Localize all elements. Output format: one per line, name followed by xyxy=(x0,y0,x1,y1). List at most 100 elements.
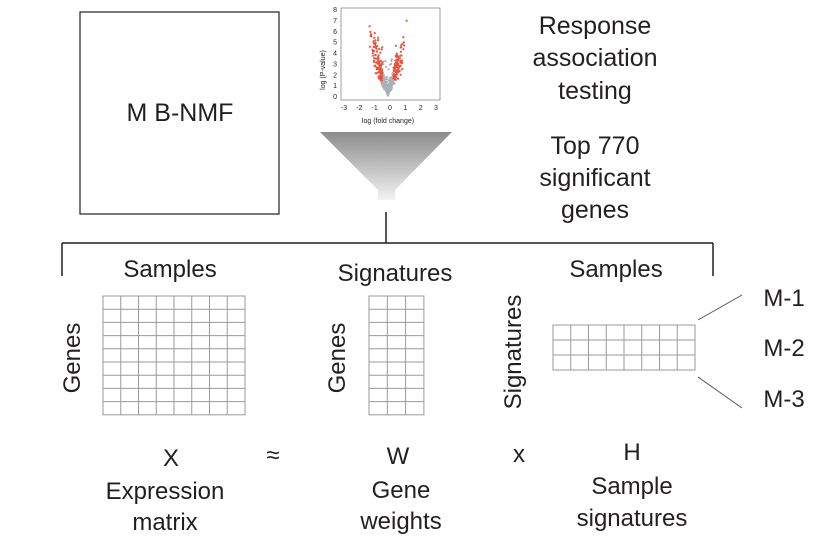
h-matrix-symbol: H xyxy=(623,439,640,466)
volcano-point xyxy=(398,65,401,68)
volcano-point xyxy=(399,50,403,53)
volcano-point xyxy=(405,19,408,22)
volcano-point xyxy=(386,86,389,89)
volcano-point xyxy=(395,52,398,55)
volcano-point xyxy=(374,53,377,56)
volcano-x-tick: -3 xyxy=(341,105,347,112)
signature-label-m3: M-3 xyxy=(763,386,804,413)
volcano-point xyxy=(377,55,380,59)
volcano-point xyxy=(375,66,378,69)
response-text-3: testing xyxy=(558,77,632,105)
volcano-point xyxy=(371,52,374,55)
volcano-point xyxy=(376,39,380,42)
volcano-point xyxy=(375,50,379,53)
volcano-y-tick: 1 xyxy=(333,83,337,90)
volcano-point xyxy=(380,67,383,70)
volcano-x-tick: 0 xyxy=(388,105,392,112)
volcano-point xyxy=(387,91,391,94)
volcano-point xyxy=(393,65,396,68)
times-symbol: x xyxy=(513,441,525,468)
x-caption-2: matrix xyxy=(132,509,197,536)
volcano-point xyxy=(384,65,388,68)
volcano-x-label: log (fold change) xyxy=(362,118,414,125)
volcano-point xyxy=(381,46,384,49)
volcano-y-tick: 6 xyxy=(333,29,337,36)
volcano-point xyxy=(380,48,383,51)
volcano-point xyxy=(394,59,397,62)
volcano-point xyxy=(394,70,397,73)
volcano-point xyxy=(374,46,377,49)
volcano-plot-frame xyxy=(340,7,441,101)
volcano-point xyxy=(382,63,385,66)
volcano-y-tick: 5 xyxy=(333,40,337,47)
volcano-x-tick: 1 xyxy=(403,105,407,112)
volcano-point xyxy=(397,55,400,58)
volcano-x-ticks: -3 -2 -1 0 1 2 3 xyxy=(341,105,438,112)
volcano-point xyxy=(390,58,393,61)
volcano-point xyxy=(390,62,393,65)
volcano-point xyxy=(368,25,371,28)
volcano-y-tick: 3 xyxy=(333,61,337,68)
volcano-point xyxy=(376,45,379,48)
volcano-point xyxy=(397,77,400,80)
volcano-y-tick: 8 xyxy=(333,7,337,14)
top-genes-text-2: significant xyxy=(539,164,650,192)
volcano-point xyxy=(383,79,386,82)
volcano-point xyxy=(396,66,400,69)
volcano-point xyxy=(368,45,371,48)
volcano-point xyxy=(372,59,375,62)
volcano-point xyxy=(401,42,404,45)
signature-label-m2: M-2 xyxy=(763,335,804,362)
volcano-point xyxy=(394,54,397,58)
x-matrix-col-label: Samples xyxy=(123,256,216,283)
volcano-plot: -3 -2 -1 0 1 2 3 0 1 2 3 4 5 6 7 8 log (fold change) l… xyxy=(320,7,441,125)
volcano-point xyxy=(393,82,396,85)
method-box-label: M B-NMF xyxy=(127,99,234,127)
x-matrix-row-label: Genes xyxy=(59,323,86,394)
x-matrix-grid xyxy=(102,295,246,416)
connector-m1 xyxy=(697,294,743,321)
funnel-icon xyxy=(320,132,452,200)
volcano-point xyxy=(379,59,382,63)
volcano-point xyxy=(387,68,390,71)
volcano-point xyxy=(380,64,383,67)
volcano-y-tick: 4 xyxy=(333,51,337,58)
volcano-point xyxy=(379,71,382,74)
volcano-point xyxy=(369,30,372,33)
volcano-point xyxy=(394,44,397,47)
volcano-point xyxy=(388,89,391,92)
volcano-point xyxy=(397,57,400,60)
volcano-point xyxy=(373,64,376,67)
w-matrix-col-label: Signatures xyxy=(338,260,453,287)
volcano-point xyxy=(370,33,373,36)
volcano-points xyxy=(368,19,408,97)
volcano-point xyxy=(399,73,402,76)
method-box xyxy=(79,11,280,215)
volcano-point xyxy=(377,77,380,80)
volcano-point xyxy=(387,78,390,82)
volcano-point xyxy=(397,70,400,73)
volcano-point xyxy=(372,54,375,57)
volcano-point xyxy=(394,62,397,65)
volcano-point xyxy=(379,51,382,54)
volcano-point xyxy=(380,74,383,77)
volcano-point xyxy=(401,68,404,71)
signature-label-m1: M-1 xyxy=(763,285,804,312)
volcano-point xyxy=(402,48,405,51)
volcano-point xyxy=(382,73,385,76)
volcano-point xyxy=(376,62,379,65)
signature-connectors xyxy=(697,294,743,409)
volcano-y-tick: 2 xyxy=(333,72,337,79)
volcano-point xyxy=(397,68,400,71)
volcano-x-tick: -1 xyxy=(372,105,378,112)
h-caption-2: signatures xyxy=(577,505,688,532)
x-matrix-symbol: X xyxy=(163,445,179,472)
volcano-point xyxy=(394,74,397,77)
connector-m3 xyxy=(697,376,743,409)
volcano-point xyxy=(373,36,376,40)
volcano-point xyxy=(399,60,402,63)
volcano-point xyxy=(399,54,402,57)
volcano-point xyxy=(381,71,384,74)
volcano-point xyxy=(381,61,384,64)
